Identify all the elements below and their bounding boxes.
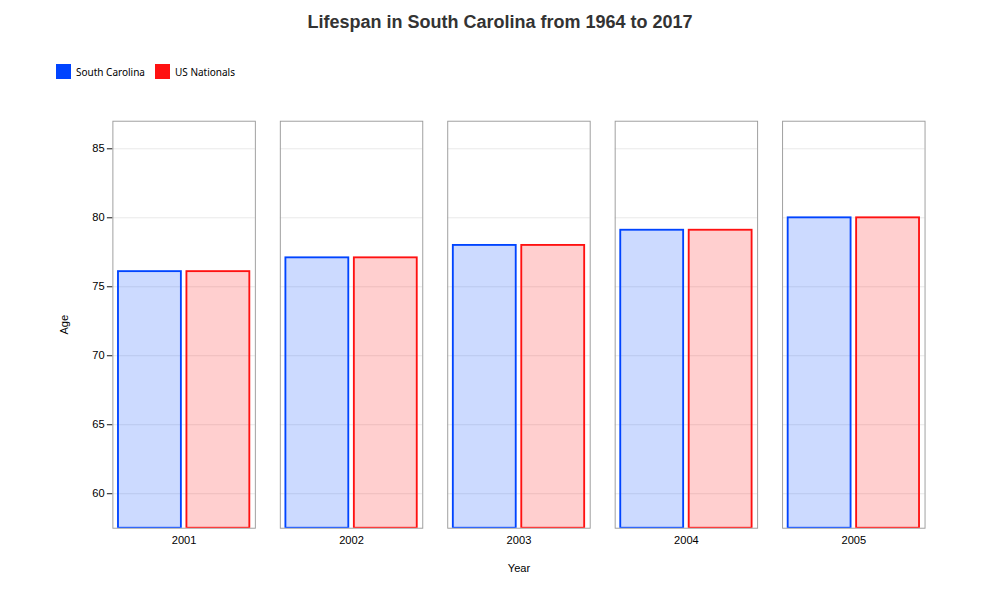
svg-text:75: 75 [92, 280, 104, 292]
svg-text:2003: 2003 [507, 534, 532, 546]
svg-text:2004: 2004 [674, 534, 699, 546]
svg-text:Year: Year [508, 562, 531, 574]
svg-text:70: 70 [92, 349, 104, 361]
html-text:South Carolina: South Carolina [76, 64, 145, 79]
svg-text:65: 65 [92, 418, 104, 430]
svg-text:85: 85 [92, 142, 104, 154]
html-text:US Nationals: US Nationals [175, 64, 235, 79]
svg-text:Age: Age [58, 315, 70, 335]
svg-text:2002: 2002 [339, 534, 364, 546]
svg-text:2005: 2005 [841, 534, 866, 546]
svg-text:80: 80 [92, 211, 104, 223]
html-text:Lifespan in South Carolina fro: Lifespan in South Carolina from 1964 to … [307, 12, 693, 32]
svg-text:2001: 2001 [172, 534, 197, 546]
svg-text:60: 60 [92, 487, 104, 499]
